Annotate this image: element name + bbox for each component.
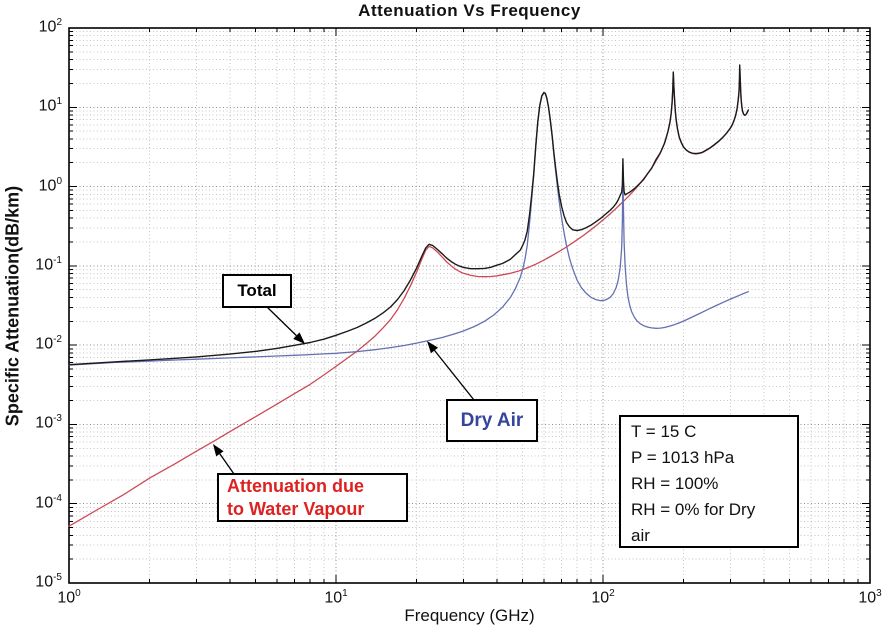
total-annotation-box: Total bbox=[222, 274, 292, 308]
conditions-line-temperature: T = 15 C bbox=[631, 422, 697, 441]
y-tick-label: 10-3 bbox=[35, 413, 62, 432]
total-annotation-label: Total bbox=[237, 281, 277, 300]
x-tick-label: 100 bbox=[57, 588, 81, 607]
dry-air-annotation-label: Dry Air bbox=[460, 409, 524, 431]
annotation-arrows bbox=[213, 305, 475, 475]
curves bbox=[68, 64, 749, 527]
y-tick-label: 102 bbox=[38, 17, 62, 36]
conditions-line-air: air bbox=[631, 526, 650, 545]
dry-air-arrow bbox=[427, 341, 475, 401]
water-vapour-annotation-line1: Attenuation due bbox=[227, 475, 364, 496]
x-axis-label: Frequency (GHz) bbox=[404, 606, 535, 625]
conditions-line-humidity: RH = 100% bbox=[631, 474, 719, 493]
conditions-line-dry-humidity: RH = 0% for Dry bbox=[631, 500, 756, 519]
y-tick-label: 10-1 bbox=[35, 254, 62, 274]
y-tick-label: 10-5 bbox=[35, 572, 62, 591]
water-vapour-arrow bbox=[213, 444, 235, 475]
curve-total bbox=[68, 64, 749, 366]
total-arrow bbox=[265, 305, 305, 344]
plot-border bbox=[68, 27, 871, 584]
x-tick-label: 101 bbox=[324, 588, 348, 607]
x-tick-label: 102 bbox=[591, 588, 615, 607]
curve-dry-air bbox=[68, 92, 749, 366]
x-tick-label: 103 bbox=[858, 588, 882, 607]
conditions-line-pressure: P = 1013 hPa bbox=[631, 448, 735, 467]
y-tick-label: 10-2 bbox=[35, 334, 62, 353]
y-tick-label: 100 bbox=[38, 175, 62, 194]
chart-title: Attenuation Vs Frequency bbox=[358, 1, 581, 20]
water-vapour-annotation-box: Attenuation due to Water Vapour bbox=[217, 473, 408, 522]
y-tick-label: 10-4 bbox=[35, 492, 62, 512]
dry-air-annotation-box: Dry Air bbox=[446, 399, 538, 442]
y-tick-label: 101 bbox=[38, 96, 62, 115]
water-vapour-annotation-line2: to Water Vapour bbox=[227, 498, 365, 519]
conditions-annotation-box: T = 15 C P = 1013 hPa RH = 100% RH = 0% … bbox=[619, 415, 799, 548]
grid-major bbox=[69, 28, 870, 583]
